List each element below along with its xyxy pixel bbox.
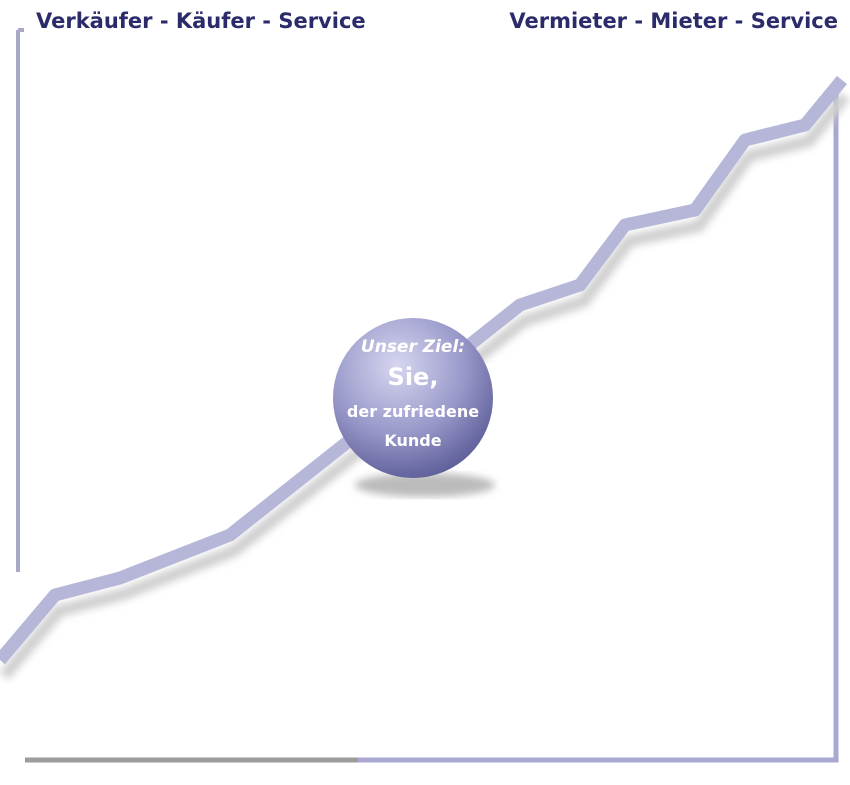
badge-line: Kunde [384,431,441,450]
left-border [16,28,24,572]
sphere-shadow [355,473,495,497]
trend-line [0,75,848,665]
sphere [333,318,493,478]
right-border [358,90,839,763]
badge-line: der zufriedene [347,402,479,421]
trend-shadow [0,92,850,680]
left-title: Verkäufer - Käufer - Service [36,9,366,33]
badge-line: Unser Ziel: [361,337,465,357]
right-title: Vermieter - Mieter - Service [509,9,838,33]
badge-line: Sie, [388,363,439,391]
